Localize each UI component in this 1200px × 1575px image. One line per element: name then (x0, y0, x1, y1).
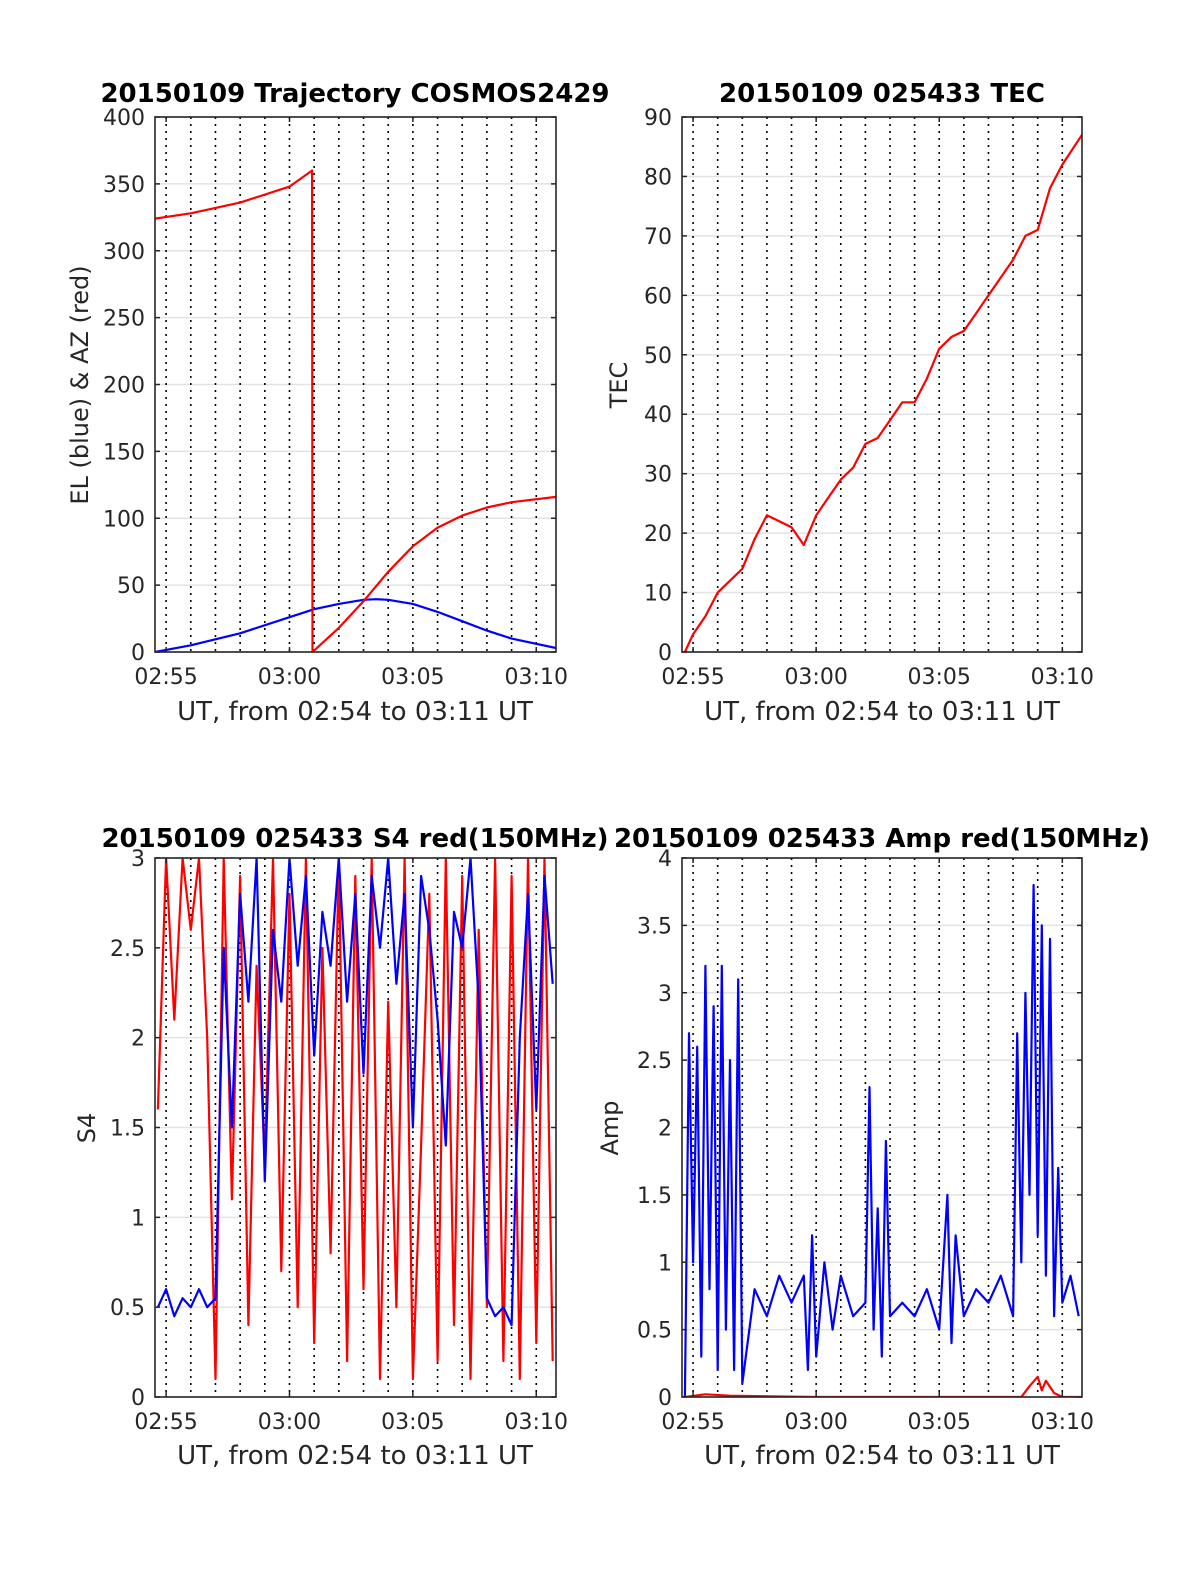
plot-area: 0 10 20 30 40 50 60 70 80 90 02:55 03:00 03:05 03:10 (644, 106, 1094, 690)
series-line (155, 169, 556, 652)
panel-trajectory: 20150109 Trajectory COSMOS2429 EL (blue)… (66, 79, 610, 727)
series-line (683, 883, 1080, 1397)
y-tick-label: 90 (644, 106, 672, 131)
y-axis-label: S4 (73, 1113, 101, 1144)
series-line (156, 858, 554, 1381)
panel-tec: 20150109 025433 TEC TEC UT, from 02:54 t… (605, 79, 1094, 727)
x-tick-label: 03:00 (258, 1410, 321, 1435)
y-tick-label: 3 (131, 847, 145, 872)
y-tick-label: 10 (644, 582, 672, 607)
series-line (684, 1375, 1082, 1397)
chart-title: 20150109 025433 S4 red(150MHz) (101, 824, 608, 854)
y-tick-label: 1.5 (637, 1184, 672, 1209)
x-tick-label: 03:10 (1031, 665, 1094, 690)
y-axis-label: EL (blue) & AZ (red) (66, 265, 94, 504)
x-tick-label: 03:05 (908, 665, 971, 690)
x-tick-label: 02:55 (661, 1410, 724, 1435)
y-tick-label: 1 (658, 1251, 672, 1276)
x-axis-label: UT, from 02:54 to 03:11 UT (704, 697, 1060, 727)
x-tick-label: 03:10 (1031, 1410, 1094, 1435)
y-tick-label: 50 (117, 574, 145, 599)
series-line (683, 134, 1082, 652)
y-tick-label: 40 (644, 403, 672, 428)
y-tick-label: 2.5 (637, 1049, 672, 1074)
x-tick-label: 02:55 (134, 665, 197, 690)
x-tick-label: 03:00 (784, 665, 847, 690)
axes-frame (681, 116, 1083, 653)
x-tick-label: 03:10 (505, 665, 568, 690)
y-tick-label: 0.5 (110, 1296, 145, 1321)
x-tick-label: 03:10 (505, 1410, 568, 1435)
y-tick-label: 400 (103, 106, 145, 131)
y-axis-label: Amp (596, 1100, 624, 1155)
y-tick-label: 300 (103, 240, 145, 265)
x-tick-label: 03:00 (784, 1410, 847, 1435)
chart-title: 20150109 025433 TEC (719, 79, 1045, 109)
chart-title: 20150109 Trajectory COSMOS2429 (100, 79, 609, 109)
y-tick-label: 3 (658, 982, 672, 1007)
y-tick-label: 30 (644, 463, 672, 488)
y-tick-label: 0 (131, 1386, 145, 1411)
y-tick-label: 200 (103, 374, 145, 399)
y-axis-label: TEC (605, 362, 633, 410)
y-tick-label: 0 (658, 1386, 672, 1411)
x-axis-label: UT, from 02:54 to 03:11 UT (177, 697, 533, 727)
y-tick-label: 60 (644, 284, 672, 309)
y-tick-label: 0.5 (637, 1319, 672, 1344)
y-tick-label: 50 (644, 344, 672, 369)
y-tick-label: 70 (644, 225, 672, 250)
x-axis-label: UT, from 02:54 to 03:11 UT (177, 1441, 533, 1471)
x-tick-label: 03:05 (908, 1410, 971, 1435)
y-tick-label: 2.5 (110, 937, 145, 962)
panel-s4: 20150109 025433 S4 red(150MHz) S4 UT, fr… (73, 824, 609, 1471)
y-tick-label: 350 (103, 173, 145, 198)
y-tick-label: 100 (103, 507, 145, 532)
y-tick-label: 2 (658, 1117, 672, 1142)
plot-area: 0 50 100 150 200 250 300 350 400 02:55 03:00 03:05 0… (103, 106, 568, 690)
x-tick-label: 03:05 (381, 665, 444, 690)
y-tick-label: 2 (131, 1027, 145, 1052)
chart-title: 20150109 025433 Amp red(150MHz) (614, 824, 1150, 854)
x-tick-label: 03:05 (381, 1410, 444, 1435)
plot-area: 0 0.5 1 1.5 2 2.5 3 02:55 03:00 03:05 03:10 (110, 847, 568, 1435)
x-tick-label: 02:55 (661, 665, 724, 690)
y-tick-label: 80 (644, 165, 672, 190)
y-tick-label: 0 (131, 641, 145, 666)
y-tick-label: 1 (131, 1206, 145, 1231)
y-tick-label: 3.5 (637, 914, 672, 939)
x-axis-label: UT, from 02:54 to 03:11 UT (704, 1441, 1060, 1471)
y-tick-label: 4 (658, 847, 672, 872)
panel-amp: 20150109 025433 Amp red(150MHz) Amp UT, … (596, 824, 1150, 1471)
plot-area: 0 0.5 1 1.5 2 2.5 3 3.5 4 02:55 03:00 03:05 03:10 (637, 847, 1094, 1435)
y-tick-label: 150 (103, 440, 145, 465)
y-tick-label: 250 (103, 307, 145, 332)
x-tick-label: 03:00 (258, 665, 321, 690)
y-tick-label: 20 (644, 522, 672, 547)
y-tick-label: 1.5 (110, 1117, 145, 1142)
x-tick-label: 02:55 (134, 1410, 197, 1435)
y-tick-label: 0 (658, 641, 672, 666)
series-line (155, 598, 556, 652)
series-line (156, 858, 554, 1327)
